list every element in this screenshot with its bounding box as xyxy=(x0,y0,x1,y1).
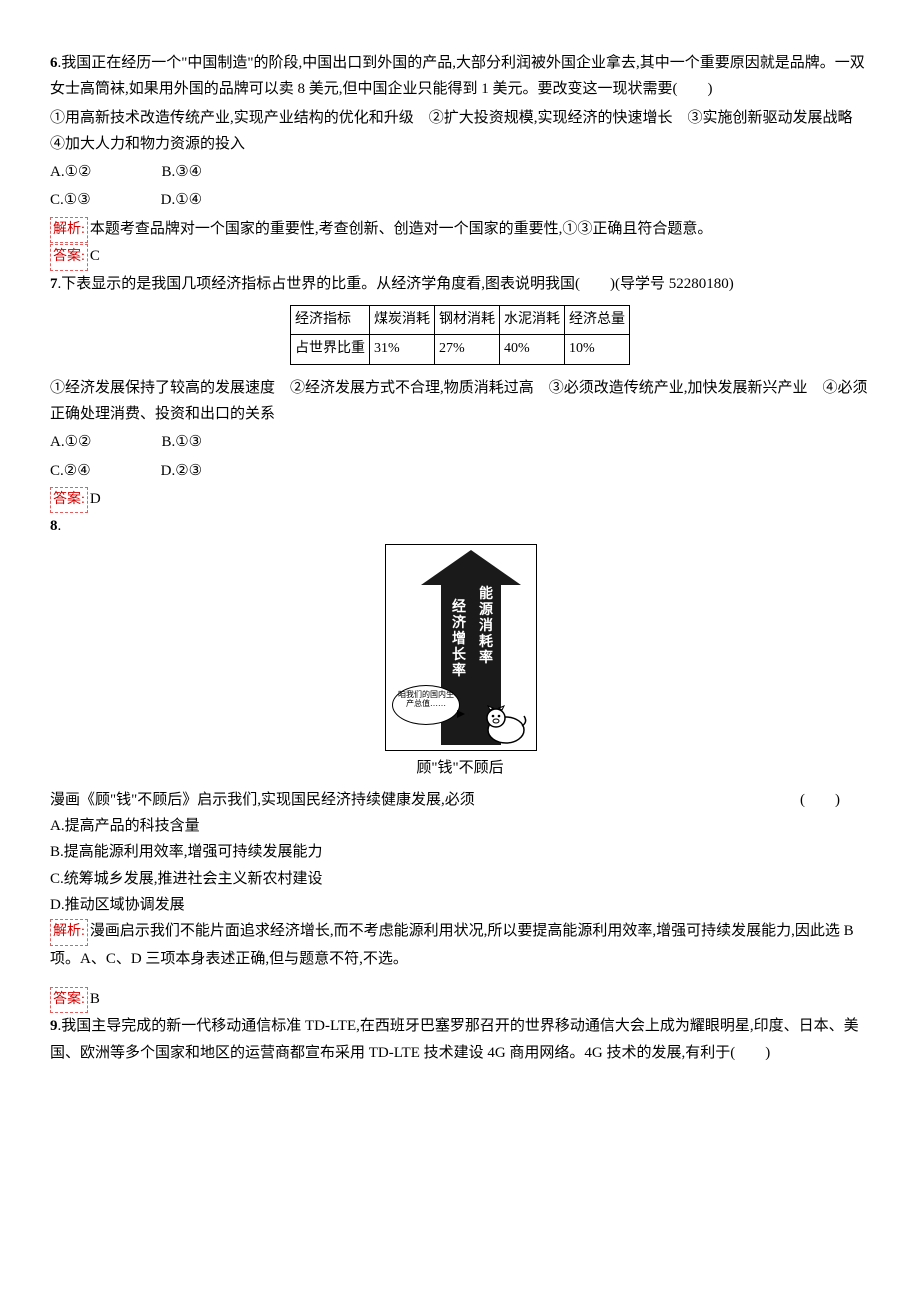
td-gdp: 10% xyxy=(565,335,630,365)
th-coal: 煤炭消耗 xyxy=(370,305,435,335)
td-steel: 27% xyxy=(435,335,500,365)
spacer xyxy=(50,972,870,986)
q7-data-table: 经济指标 煤炭消耗 钢材消耗 水泥消耗 经济总量 占世界比重 31% 27% 4… xyxy=(290,305,630,365)
arrow-label-right: 能源消耗率 xyxy=(478,587,494,667)
q8-opt-b: B.提高能源利用效率,增强可持续发展能力 xyxy=(50,839,870,865)
q6-options-row2: C.①③ D.①④ xyxy=(50,187,870,213)
q7-options-row1: A.①② B.①③ xyxy=(50,429,870,455)
arrow-label-left: 经济增长率 xyxy=(451,600,467,680)
q6-text: .我国正在经历一个"中国制造"的阶段,中国出口到外国的产品,大部分利润被外国企业… xyxy=(50,55,865,97)
q6-opt-a: A.①② xyxy=(50,159,91,185)
q7-opt-c: C.②④ xyxy=(50,458,91,484)
q8-number: 8 xyxy=(50,518,58,534)
q6-analysis-text: 本题考查品牌对一个国家的重要性,考查创新、创造对一个国家的重要性,①③正确且符合… xyxy=(90,221,713,237)
pig-character-icon xyxy=(476,704,528,744)
speech-bubble: 咱我们的国内生产总值…… xyxy=(392,685,460,725)
td-label: 占世界比重 xyxy=(291,335,370,365)
q7-opt-d: D.②③ xyxy=(161,458,202,484)
q7-text: .下表显示的是我国几项经济指标占世界的比重。从经济学角度看,图表说明我国( )(… xyxy=(58,276,734,292)
q8-stem: 漫画《顾"钱"不顾后》启示我们,实现国民经济持续健康发展,必须 ( ) xyxy=(50,787,870,813)
q7-statements: ①经济发展保持了较高的发展速度 ②经济发展方式不合理,物质消耗过高 ③必须改造传… xyxy=(50,375,870,428)
q6-opt-d: D.①④ xyxy=(161,187,202,213)
q6-options-row1: A.①② B.③④ xyxy=(50,159,870,185)
question-8-number: 8. xyxy=(50,513,870,539)
q8-stem-text: 漫画《顾"钱"不顾后》启示我们,实现国民经济持续健康发展,必须 xyxy=(50,792,475,808)
q8-opt-c: C.统筹城乡发展,推进社会主义新农村建设 xyxy=(50,866,870,892)
q6-number: 6 xyxy=(50,55,58,71)
q8-analysis-text: 漫画启示我们不能片面追求经济增长,而不考虑能源利用状况,所以要提高能源利用效率,… xyxy=(50,923,854,967)
table-row: 经济指标 煤炭消耗 钢材消耗 水泥消耗 经济总量 xyxy=(291,305,630,335)
q8-blank: ( ) xyxy=(800,787,840,813)
q8-answer: 答案:B xyxy=(50,986,870,1014)
th-cement: 水泥消耗 xyxy=(500,305,565,335)
cartoon-frame: 经济增长率 能源消耗率 咱我们的国内生产总值…… xyxy=(385,544,537,751)
answer-tag: 答案: xyxy=(50,987,88,1014)
q8-opt-d: D.推动区域协调发展 xyxy=(50,892,870,918)
q8-analysis: 解析:漫画启示我们不能片面追求经济增长,而不考虑能源利用状况,所以要提高能源利用… xyxy=(50,918,870,972)
th-gdp: 经济总量 xyxy=(565,305,630,335)
analysis-tag: 解析: xyxy=(50,919,88,946)
q9-number: 9 xyxy=(50,1018,58,1034)
q6-opt-b: B.③④ xyxy=(161,159,202,185)
q7-answer-text: D xyxy=(90,491,101,507)
q6-answer: 答案:C xyxy=(50,243,870,271)
q7-opt-b: B.①③ xyxy=(161,429,202,455)
question-6: 6.我国正在经历一个"中国制造"的阶段,中国出口到外国的产品,大部分利润被外国企… xyxy=(50,50,870,103)
th-steel: 钢材消耗 xyxy=(435,305,500,335)
q7-number: 7 xyxy=(50,276,58,292)
td-cement: 40% xyxy=(500,335,565,365)
q6-statements: ①用高新技术改造传统产业,实现产业结构的优化和升级 ②扩大投资规模,实现经济的快… xyxy=(50,105,870,158)
answer-tag: 答案: xyxy=(50,487,88,514)
q9-text: .我国主导完成的新一代移动通信标准 TD-LTE,在西班牙巴塞罗那召开的世界移动… xyxy=(50,1018,859,1060)
q8-answer-text: B xyxy=(90,991,100,1007)
cartoon-caption: 顾"钱"不顾后 xyxy=(385,755,535,781)
q7-answer: 答案:D xyxy=(50,486,870,514)
question-7: 7.下表显示的是我国几项经济指标占世界的比重。从经济学角度看,图表说明我国( )… xyxy=(50,271,870,297)
q6-answer-text: C xyxy=(90,248,100,264)
q8-cartoon: 经济增长率 能源消耗率 咱我们的国内生产总值…… 顾"钱"不顾后 xyxy=(385,544,535,781)
question-9: 9.我国主导完成的新一代移动通信标准 TD-LTE,在西班牙巴塞罗那召开的世界移… xyxy=(50,1013,870,1066)
q6-opt-c: C.①③ xyxy=(50,187,91,213)
th-indicator: 经济指标 xyxy=(291,305,370,335)
td-coal: 31% xyxy=(370,335,435,365)
table-row: 占世界比重 31% 27% 40% 10% xyxy=(291,335,630,365)
q8-dot: . xyxy=(58,518,62,534)
q7-opt-a: A.①② xyxy=(50,429,91,455)
analysis-tag: 解析: xyxy=(50,217,88,244)
q8-opt-a: A.提高产品的科技含量 xyxy=(50,813,870,839)
q6-analysis: 解析:本题考查品牌对一个国家的重要性,考查创新、创造对一个国家的重要性,①③正确… xyxy=(50,216,870,244)
answer-tag: 答案: xyxy=(50,244,88,271)
q7-options-row2: C.②④ D.②③ xyxy=(50,458,870,484)
